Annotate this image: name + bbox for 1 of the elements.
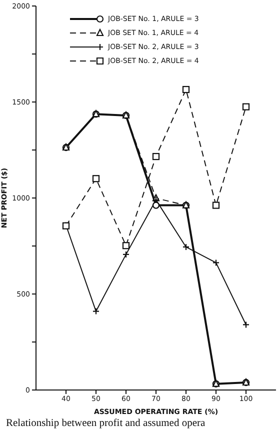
text: Relationship between profit and assumed opera: [6, 418, 206, 429]
